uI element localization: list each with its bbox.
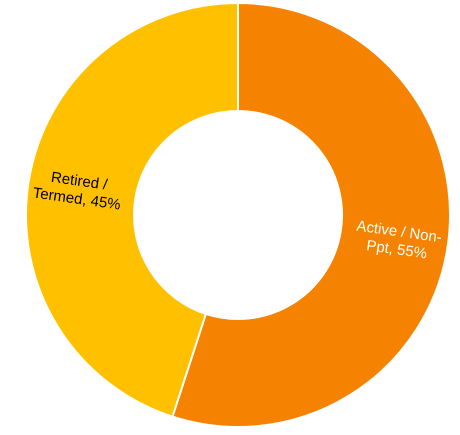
slice-retired-termed [25, 1, 239, 418]
labels-group: Active / Non-Ppt, 55%Retired /Termed, 45… [32, 169, 443, 263]
slices-group [25, 1, 451, 428]
slice-active-non-ppt [171, 1, 451, 428]
